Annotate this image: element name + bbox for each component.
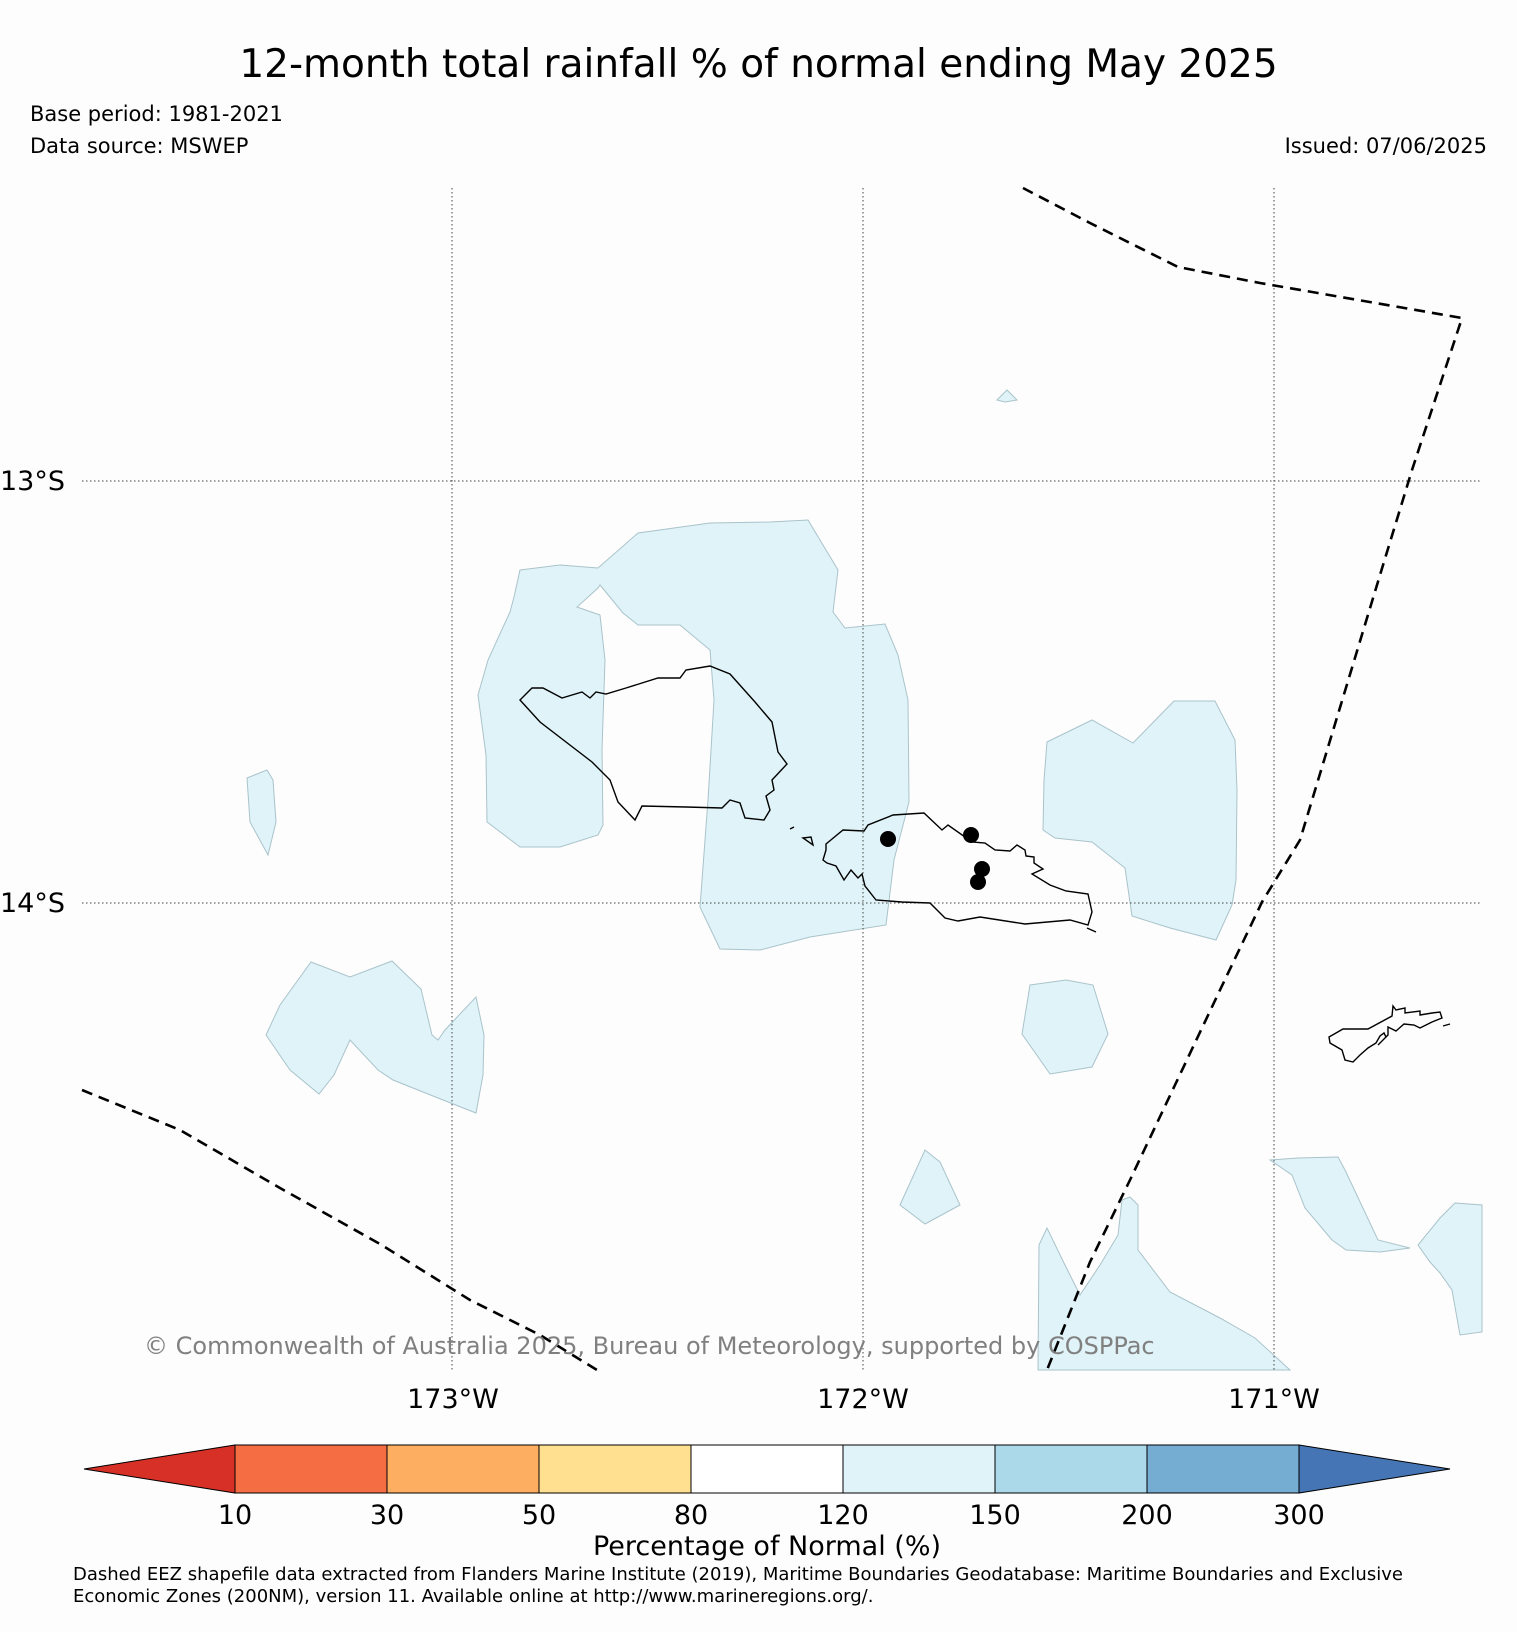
lon-label-172w: 172°W — [817, 1384, 909, 1415]
copyright-text: © Commonwealth of Australia 2025, Bureau… — [144, 1332, 1155, 1360]
rainfall-region-tutuila-west — [1042, 700, 1238, 941]
rainfall-region-south-small — [899, 1149, 961, 1225]
colorbar-tick: 30 — [370, 1500, 404, 1531]
tutuila-coastline — [1328, 1004, 1443, 1063]
savaii-coastline — [519, 665, 788, 822]
colorbar-tick: 300 — [1273, 1500, 1325, 1531]
station-north-coast — [963, 827, 979, 843]
colorbar-bin-30-50 — [386, 1444, 540, 1494]
footnote: Dashed EEZ shapefile data extracted from… — [73, 1564, 1403, 1607]
colorbar-bin-200-300 — [1146, 1444, 1300, 1494]
colorbar-ticks: 10 30 50 80 120 150 200 300 — [218, 1500, 1325, 1531]
apolima-islet — [789, 826, 795, 830]
colorbar-title: Percentage of Normal (%) — [593, 1531, 941, 1562]
colorbar-bin-150-200 — [994, 1444, 1148, 1494]
rainfall-region-east-1 — [1268, 1156, 1411, 1253]
base-period: Base period: 1981-2021 — [30, 102, 283, 126]
colorbar-bin-120-150 — [842, 1444, 996, 1494]
graticule — [82, 188, 1482, 1370]
rainfall-region-southeast — [1037, 1196, 1292, 1371]
colorbar-bin-80-120 — [690, 1444, 844, 1494]
rainfall-region-southwest — [265, 960, 485, 1114]
lon-label-171w: 171°W — [1228, 1384, 1320, 1415]
manono-islet — [801, 836, 815, 847]
colorbar-bin-50-80 — [538, 1444, 692, 1494]
rainfall-stations — [880, 827, 990, 890]
colorbar-bin-10-30 — [234, 1444, 388, 1494]
station-apia-west — [880, 831, 896, 847]
colorbar-extend-high — [1298, 1444, 1451, 1494]
colorbar-tick: 50 — [522, 1500, 556, 1531]
lat-label-14s: 14°S — [0, 888, 65, 919]
eez-boundary-east — [1022, 186, 1464, 1371]
upolu-east-tip — [1086, 927, 1097, 933]
colorbar-tick: 80 — [674, 1500, 708, 1531]
colorbar-tick: 150 — [969, 1500, 1021, 1531]
upolu-coastline — [822, 812, 1093, 926]
axis-labels: 13°S 14°S 173°W 172°W 171°W — [0, 466, 1320, 1415]
rainfall-region-islet-north — [996, 389, 1019, 403]
map-title: 12-month total rainfall % of normal endi… — [239, 42, 1278, 87]
lat-label-13s: 13°S — [0, 466, 65, 497]
issued-date: Issued: 07/06/2025 — [1284, 134, 1487, 158]
lon-label-173w: 173°W — [407, 1384, 499, 1415]
rainfall-region-small-west — [246, 769, 277, 857]
colorbar-tick: 200 — [1121, 1500, 1173, 1531]
colorbar-tick: 10 — [218, 1500, 252, 1531]
data-source: Data source: MSWEP — [30, 134, 249, 158]
colorbar-extend-low — [83, 1444, 236, 1494]
colorbar-tick: 120 — [817, 1500, 869, 1531]
station-central — [974, 861, 990, 877]
colorbar: 10 30 50 80 120 150 200 300 Percentage o… — [83, 1444, 1451, 1562]
map-panel: © Commonwealth of Australia 2025, Bureau… — [81, 186, 1483, 1372]
rainfall-region-east-2 — [1417, 1202, 1483, 1336]
rainfall-region-upolu-west — [477, 519, 910, 951]
rainfall-regions — [246, 389, 1483, 1371]
coastlines — [519, 665, 1451, 1063]
tutuila-east-tip — [1442, 1023, 1451, 1027]
rainfall-region-south-central — [1021, 979, 1109, 1075]
eez-boundaries — [81, 186, 1464, 1372]
station-south — [970, 874, 986, 890]
